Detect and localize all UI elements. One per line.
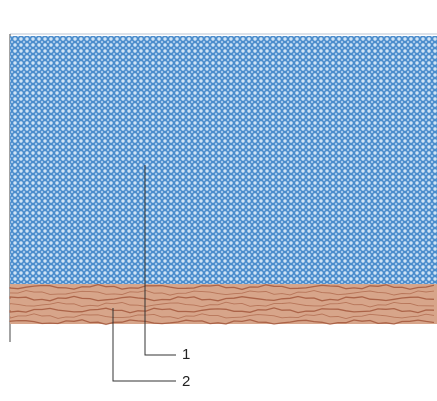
copper-strand bbox=[9, 313, 435, 319]
copper-strand bbox=[9, 295, 435, 302]
leader-line-2 bbox=[112, 308, 176, 382]
blue-mesh-layer bbox=[10, 36, 437, 284]
copper-strand bbox=[9, 290, 435, 296]
copper-strand bbox=[9, 283, 435, 291]
callout-label-1: 1 bbox=[182, 346, 191, 363]
leader-line-1 bbox=[144, 165, 176, 356]
copper-bottom-layer bbox=[9, 283, 437, 326]
leader-lines bbox=[112, 165, 176, 382]
copper-strand bbox=[9, 319, 435, 326]
copper-strand bbox=[9, 301, 435, 308]
copper-strand bbox=[9, 307, 435, 314]
callout-label-2: 2 bbox=[182, 373, 191, 390]
